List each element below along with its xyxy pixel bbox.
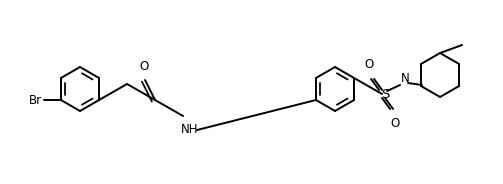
Text: S: S	[381, 88, 389, 100]
Text: N: N	[401, 72, 409, 84]
Text: Br: Br	[29, 93, 42, 107]
Text: O: O	[139, 60, 149, 73]
Text: O: O	[365, 58, 374, 71]
Text: NH: NH	[181, 123, 199, 136]
Text: O: O	[390, 117, 400, 130]
